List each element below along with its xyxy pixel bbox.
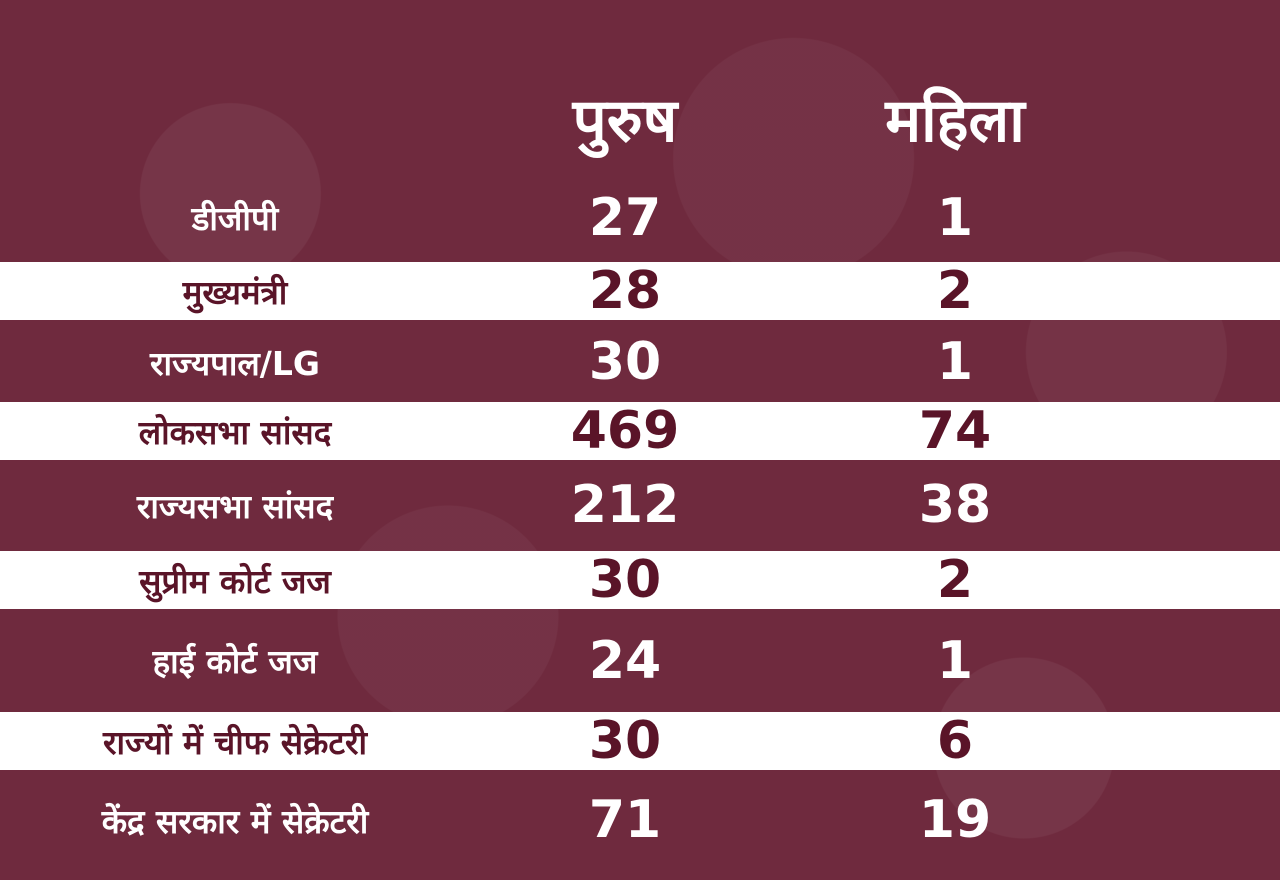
row-label: राज्यसभा सांसद [136, 486, 334, 526]
row-label: केंद्र सरकार में सेक्रेटरी [101, 801, 369, 841]
male-value: 469 [570, 401, 680, 461]
female-value: 1 [936, 332, 974, 392]
female-value: 1 [936, 187, 974, 248]
female-value: 6 [936, 711, 974, 771]
male-value: 71 [588, 790, 662, 850]
row-label: मुख्यमंत्री [182, 272, 288, 312]
male-value: 30 [588, 550, 662, 610]
table-row: मुख्यमंत्री 28 2 [0, 261, 1280, 321]
header-row: पुरुष महिला [0, 70, 1280, 165]
table-row: केंद्र सरकार में सेक्रेटरी 71 19 [0, 770, 1280, 870]
male-value: 27 [588, 187, 662, 248]
column-header-male: पुरुष [572, 85, 678, 156]
row-label: लोकसभा सांसद [138, 412, 332, 452]
male-value: 24 [588, 630, 662, 691]
row-label: राज्यपाल/LG [150, 343, 320, 383]
row-label: हाई कोर्ट जज [152, 642, 318, 681]
table-row: राज्यसभा सांसद 212 38 [0, 460, 1280, 550]
row-label: सुप्रीम कोर्ट जज [139, 561, 331, 601]
female-value: 1 [936, 630, 974, 691]
male-value: 212 [570, 475, 680, 535]
female-value: 74 [918, 401, 992, 461]
table-row: सुप्रीम कोर्ट जज 30 2 [0, 550, 1280, 610]
table-row: डीजीपी 27 1 [0, 175, 1280, 260]
table-row: राज्यों में चीफ सेक्रेटरी 30 6 [0, 711, 1280, 771]
column-header-female: महिला [885, 85, 1025, 156]
row-label: राज्यों में चीफ सेक्रेटरी [102, 722, 368, 762]
male-value: 30 [588, 711, 662, 771]
row-label: डीजीपी [191, 199, 279, 238]
female-value: 19 [918, 790, 992, 850]
female-value: 2 [936, 550, 974, 610]
table-row: हाई कोर्ट जज 24 1 [0, 609, 1280, 712]
table-row: लोकसभा सांसद 469 74 [0, 401, 1280, 461]
male-value: 30 [588, 332, 662, 392]
table-row: राज्यपाल/LG 30 1 [0, 322, 1280, 402]
male-value: 28 [588, 261, 662, 321]
female-value: 2 [936, 261, 974, 321]
female-value: 38 [918, 475, 992, 535]
